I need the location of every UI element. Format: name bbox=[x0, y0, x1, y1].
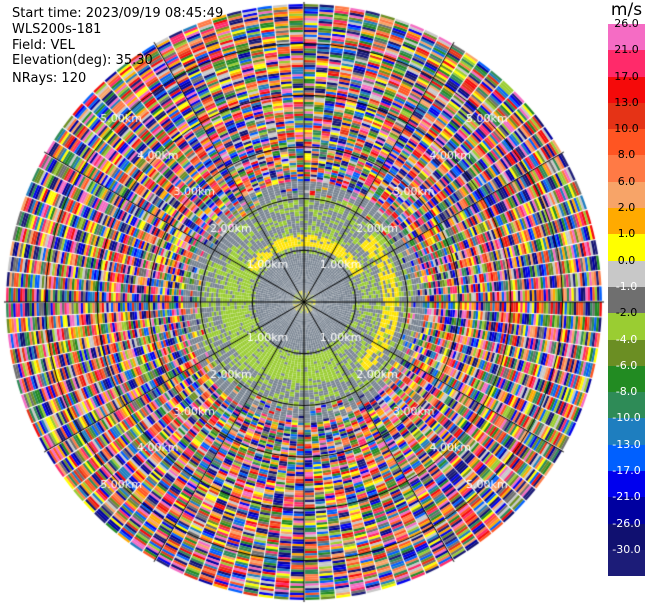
colorbar-cell: 8.0 bbox=[608, 148, 645, 182]
colorbar-tick-label: 10.0 bbox=[614, 122, 639, 136]
colorbar-tick-label: 2.0 bbox=[617, 201, 636, 215]
colorbar-tick-label: -13.0 bbox=[612, 437, 641, 451]
colorbar-tick-label: -1.0 bbox=[615, 279, 638, 293]
colorbar-cell: 10.0 bbox=[608, 122, 645, 156]
ppi-velocity-plot bbox=[0, 0, 606, 607]
colorbar-cell: -21.0 bbox=[608, 490, 645, 524]
colorbar-cell: 17.0 bbox=[608, 70, 645, 103]
colorbar-tick-label: -17.0 bbox=[612, 464, 641, 478]
elevation-label: Elevation(deg): 35.30 bbox=[12, 53, 153, 68]
colorbar-tick-label: -2.0 bbox=[615, 306, 638, 320]
colorbar-tick-label: -30.0 bbox=[612, 542, 641, 556]
colorbar-tick-label: 21.0 bbox=[614, 43, 639, 57]
colorbar-tick-label: -4.0 bbox=[615, 332, 638, 346]
colorbar-cell: -30.0 bbox=[608, 543, 645, 577]
colorbar-cell: -8.0 bbox=[608, 385, 645, 419]
colorbar-tick-label: 1.0 bbox=[617, 227, 636, 241]
colorbar-tick-label: -10.0 bbox=[612, 411, 641, 425]
colorbar-tick-label: -21.0 bbox=[612, 490, 641, 504]
colorbar-cell: -4.0 bbox=[608, 333, 645, 366]
colorbar-cell: 21.0 bbox=[608, 43, 645, 77]
nrays-label: NRays: 120 bbox=[12, 71, 87, 86]
colorbar-cell: -13.0 bbox=[608, 438, 645, 472]
colorbar-tick-label: -8.0 bbox=[615, 385, 638, 399]
colorbar-cell: -6.0 bbox=[608, 359, 645, 393]
colorbar-tick-label: 0.0 bbox=[617, 253, 636, 267]
colorbar-cell: -10.0 bbox=[608, 411, 645, 445]
colorbar: 26.0 21.0 17.0 13.0 10.0 8.0 6.0 2.0 1.0 0.0 -1.0 -… bbox=[608, 17, 645, 577]
colorbar-cell: 0.0 bbox=[608, 254, 645, 287]
colorbar-cell: 2.0 bbox=[608, 201, 645, 235]
colorbar-cell: -17.0 bbox=[608, 464, 645, 498]
start-time-label: Start time: 2023/09/19 08:45:49 bbox=[12, 6, 224, 21]
colorbar-cell: -26.0 bbox=[608, 517, 645, 550]
colorbar-cell: 6.0 bbox=[608, 175, 645, 209]
colorbar-cell: -1.0 bbox=[608, 280, 645, 314]
colorbar-cell: 13.0 bbox=[608, 96, 645, 130]
colorbar-cell: -2.0 bbox=[608, 306, 645, 340]
colorbar-cell: 26.0 bbox=[608, 17, 645, 51]
colorbar-tick-label: 8.0 bbox=[617, 148, 636, 162]
colorbar-tick-label: 6.0 bbox=[617, 174, 636, 188]
instrument-label: WLS200s-181 bbox=[12, 22, 102, 37]
colorbar-tick-label: 17.0 bbox=[614, 69, 639, 83]
colorbar-tick-label: 26.0 bbox=[614, 17, 639, 30]
field-label: Field: VEL bbox=[12, 38, 75, 53]
colorbar-cell: 1.0 bbox=[608, 227, 645, 261]
colorbar-tick-label: -26.0 bbox=[612, 516, 641, 530]
colorbar-tick-label: -6.0 bbox=[615, 358, 638, 372]
colorbar-unit: m/s bbox=[610, 0, 643, 20]
colorbar-tick-label: 13.0 bbox=[614, 95, 639, 109]
